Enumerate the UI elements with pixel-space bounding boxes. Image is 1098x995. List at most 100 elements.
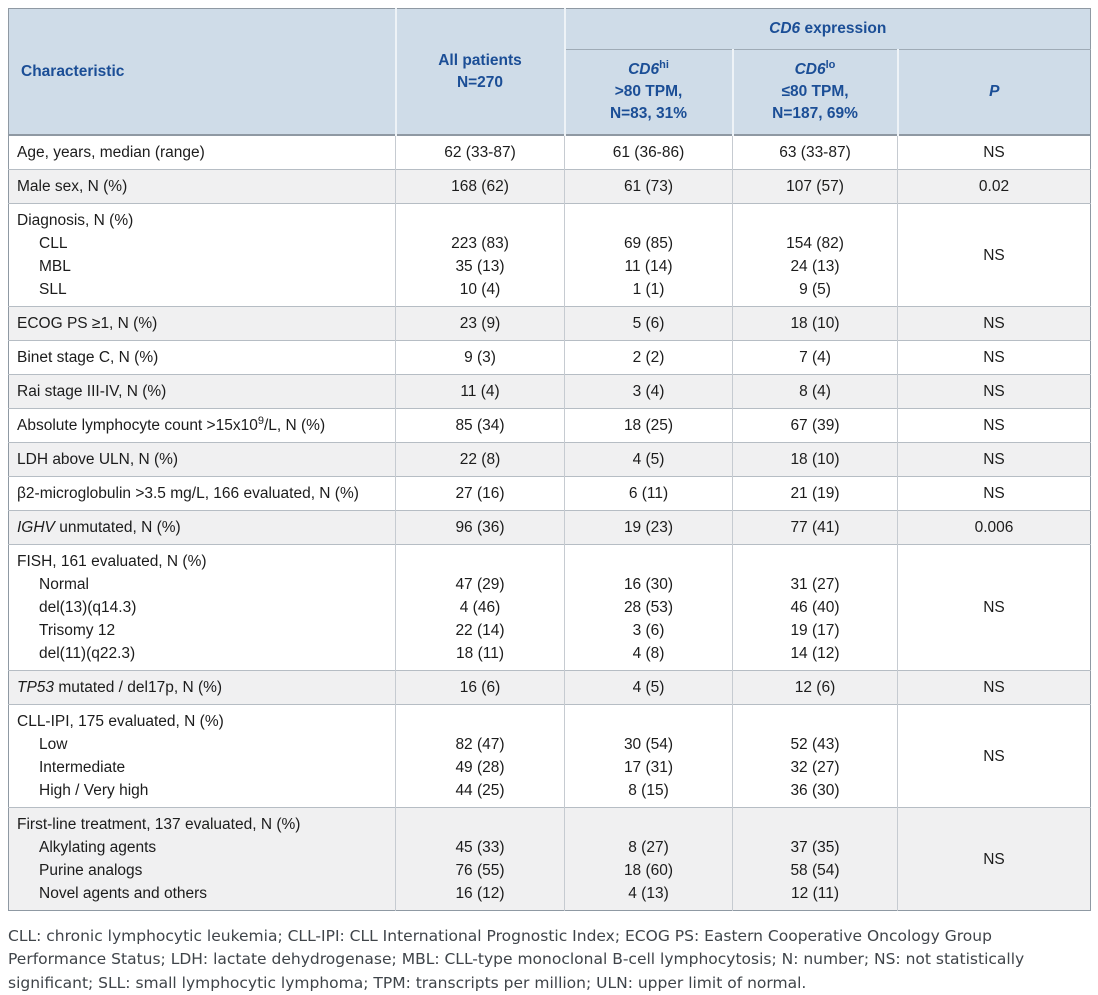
row-label: Absolute lymphocyte count >15x109/L, N (… (17, 414, 326, 434)
cell-characteristic: TP53 mutated / del17p, N (%) (9, 671, 396, 705)
footnote: CLL: chronic lymphocytic leukemia; CLL-I… (8, 927, 1025, 992)
cell-cd6lo: 107 (57) (732, 169, 898, 204)
cell-p-value: NS (897, 306, 1091, 341)
table-row: Male sex, N (%) 168 (62) 61 (73) 107 (57) 0.… (8, 169, 1091, 204)
value-line: 69 (85) (623, 235, 674, 252)
row-label: Diagnosis, N (%) (17, 212, 134, 229)
header-all-patients-line1: All patients (438, 51, 522, 69)
value-line: 16 (12) (455, 885, 505, 902)
value-line: 14 (12) (790, 645, 840, 662)
value-line: 35 (13) (455, 258, 505, 275)
cell-cd6lo: 21 (19) (732, 476, 898, 511)
header-all-patients: All patients N=270 (395, 8, 566, 135)
value-line: 3 (6) (632, 622, 665, 639)
header-cd6-expression-label: CD6 expression (769, 20, 887, 37)
cell-all-patients: 22 (8) (395, 442, 565, 477)
cell-cd6hi: 4 (5) (564, 442, 733, 477)
table-row: TP53 mutated / del17p, N (%) 16 (6) 4 (5) 1… (8, 670, 1091, 705)
table-row: LDH above ULN, N (%) 22 (8) 4 (5) 18 (10) NS (8, 442, 1091, 477)
cell-p-value: NS (897, 408, 1091, 443)
cell-p-value: NS (897, 476, 1091, 511)
cell-cd6lo: 18 (10) (732, 442, 898, 477)
value-line: 49 (28) (455, 759, 505, 776)
table-row: Rai stage III-IV, N (%) 11 (4) 3 (4) 8 (4) N… (8, 374, 1091, 409)
cell-cd6hi: 8 (27) 18 (60) 4 (13) (564, 807, 733, 911)
value-line: 24 (13) (790, 258, 840, 275)
value-line: 10 (4) (459, 281, 501, 298)
cell-cd6hi: 5 (6) (564, 306, 733, 341)
value-line: 52 (43) (790, 736, 840, 753)
value-line: 17 (31) (623, 759, 674, 776)
value-line: 4 (13) (628, 885, 669, 902)
row-label: Age, years, median (range) (17, 144, 205, 161)
cell-cd6lo: 31 (27) 46 (40) 19 (17) 14 (12) (732, 544, 898, 671)
cell-characteristic: Age, years, median (range) (9, 135, 396, 170)
table-row: ECOG PS ≥1, N (%) 23 (9) 5 (6) 18 (10) NS (8, 306, 1091, 341)
table-row: FISH, 161 evaluated, N (%) Normal del(13)(… (8, 544, 1091, 671)
table-row: Absolute lymphocyte count >15x109/L, N (… (8, 408, 1091, 443)
cell-cd6hi: 2 (2) (564, 340, 733, 375)
value-line: 4 (8) (632, 645, 665, 662)
row-sub-item: Novel agents and others (39, 885, 208, 902)
cell-all-patients: 223 (83) 35 (13) 10 (4) (395, 203, 565, 307)
cell-p-value: NS (897, 544, 1091, 671)
cell-all-patients: 45 (33) 76 (55) 16 (12) (395, 807, 565, 911)
cell-cd6hi: 61 (73) (564, 169, 733, 204)
header-row-sub: CD6hi >80 TPM, N=83, 31% CD6lo ≤80 TPM, … (9, 49, 1091, 135)
cell-cd6hi: 69 (85) 11 (14) 1 (1) (564, 203, 733, 307)
value-line: 32 (27) (790, 759, 840, 776)
cell-cd6lo: 77 (41) (732, 510, 898, 545)
patient-characteristics-table: Characteristic All patients N=270 CD6 ex… (8, 8, 1091, 911)
cell-characteristic: Rai stage III-IV, N (%) (9, 375, 396, 409)
cell-p-value: 0.02 (897, 169, 1091, 204)
header-cd6-expression: CD6 expression (564, 8, 1091, 50)
row-sub-item: Purine analogs (39, 862, 143, 879)
cell-p-value: NS (897, 340, 1091, 375)
cell-characteristic: First-line treatment, 137 evaluated, N (… (9, 808, 396, 911)
row-label: Binet stage C, N (%) (17, 349, 159, 366)
row-sub-item: del(13)(q14.3) (39, 599, 137, 616)
header-cd6hi-line3: N=83, 31% (609, 105, 688, 122)
value-line: 47 (29) (455, 576, 505, 593)
cell-p-value: NS (897, 704, 1091, 808)
header-cd6lo-line3: N=187, 69% (772, 105, 858, 122)
cell-cd6hi: 61 (36-86) (564, 135, 733, 170)
cell-cd6lo: 7 (4) (732, 340, 898, 375)
value-line: 30 (54) (623, 736, 674, 753)
value-line: 1 (1) (632, 281, 665, 298)
value-line: 12 (11) (791, 885, 839, 902)
cell-characteristic: Male sex, N (%) (9, 170, 396, 204)
cell-cd6lo: 12 (6) (732, 670, 898, 705)
header-characteristic: Characteristic (8, 8, 397, 135)
value-line: 223 (83) (451, 235, 509, 252)
cell-cd6hi: 18 (25) (564, 408, 733, 443)
cell-cd6hi: 30 (54) 17 (31) 8 (15) (564, 704, 733, 808)
header-cd6hi-line2: >80 TPM, (614, 83, 683, 100)
value-line: 9 (5) (799, 281, 831, 298)
value-line: 45 (33) (455, 839, 505, 856)
row-sub-item: Alkylating agents (39, 839, 157, 856)
row-sub-item: MBL (39, 258, 71, 275)
cell-cd6lo: 8 (4) (732, 374, 898, 409)
value-line: 18 (60) (623, 862, 674, 879)
cell-all-patients: 16 (6) (395, 670, 565, 705)
cell-all-patients: 11 (4) (395, 374, 565, 409)
row-label: Rai stage III-IV, N (%) (17, 383, 167, 400)
row-label: CLL-IPI, 175 evaluated, N (%) (17, 713, 224, 730)
cell-cd6lo: 52 (43) 32 (27) 36 (30) (732, 704, 898, 808)
cell-characteristic: IGHV unmutated, N (%) (9, 511, 396, 545)
header-cd6lo-line2: ≤80 TPM, (781, 83, 849, 100)
header-row-top: Characteristic All patients N=270 CD6 ex… (8, 8, 1091, 135)
value-line: 58 (54) (790, 862, 840, 879)
row-label: Male sex, N (%) (17, 178, 128, 195)
row-sub-item: CLL (39, 235, 68, 252)
cell-all-patients: 47 (29) 4 (46) 22 (14) 18 (11) (395, 544, 565, 671)
cell-p-value: NS (897, 374, 1091, 409)
value-line: 4 (46) (459, 599, 501, 616)
value-line: 44 (25) (455, 782, 505, 799)
cell-cd6lo: 154 (82) 24 (13) 9 (5) (732, 203, 898, 307)
value-line: 31 (27) (790, 576, 840, 593)
value-line: 28 (53) (623, 599, 674, 616)
row-sub-item: Trisomy 12 (39, 622, 116, 639)
value-line: 8 (15) (628, 782, 669, 799)
